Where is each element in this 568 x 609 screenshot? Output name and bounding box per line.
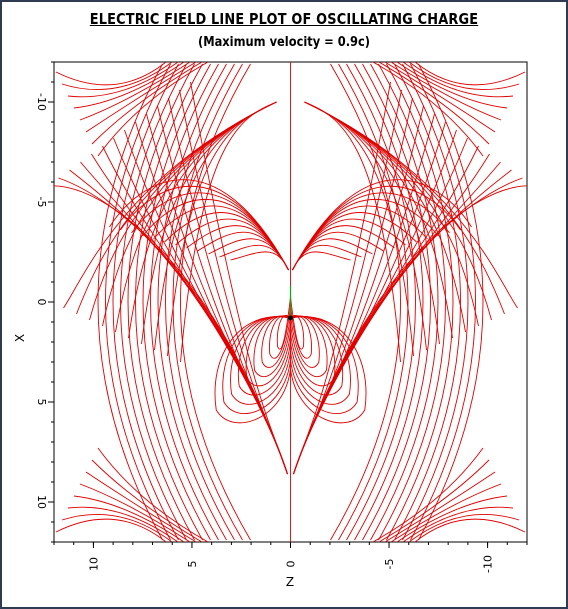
field-line-near	[290, 316, 367, 424]
field-line-outer	[180, 63, 251, 541]
field-line-corner	[85, 471, 197, 542]
x-tick-label: -10	[482, 555, 495, 573]
field-line-outer	[142, 63, 211, 541]
field-line-corner	[402, 506, 514, 542]
field-line-corner	[378, 459, 490, 542]
field-line-near	[222, 316, 291, 414]
field-line-near	[253, 315, 291, 378]
axes: 10 5 0 -5 -10 -10 -5 0 5 10	[35, 61, 528, 573]
field-line-near	[290, 315, 328, 378]
field-line-corner	[73, 495, 185, 542]
field-line-outer	[172, 63, 243, 541]
field-line-corner	[414, 518, 526, 542]
field-line-corner	[61, 513, 173, 542]
field-line-corner	[55, 62, 167, 86]
x-tick-label: 10	[87, 557, 100, 571]
field-line-corner	[390, 62, 502, 121]
field-line-near	[261, 314, 291, 368]
x-tick-label: 5	[186, 561, 199, 568]
x-tick-label: 0	[285, 561, 298, 568]
field-line-corner	[408, 62, 520, 91]
field-line-corner	[396, 62, 508, 109]
field-line-near	[290, 316, 351, 405]
field-line-corner	[390, 483, 502, 542]
field-line-corner	[85, 62, 197, 133]
y-tick-label: -5	[35, 197, 48, 208]
z-axis-label: Z	[286, 575, 294, 589]
field-line-outer	[410, 63, 476, 541]
field-line-outer	[150, 63, 219, 541]
field-line-corner	[408, 513, 520, 542]
field-line-outer	[386, 63, 454, 541]
field-line-corner	[372, 447, 484, 542]
field-line-corner	[402, 62, 514, 98]
field-line-near	[290, 305, 312, 359]
field-line-outer	[127, 63, 195, 541]
field-line-corner	[384, 471, 496, 542]
field-line-corner	[378, 62, 490, 145]
field-line-near	[214, 316, 291, 424]
charge-marker	[288, 315, 293, 321]
field-line-outer	[378, 63, 446, 541]
field-line-corner	[384, 62, 496, 133]
y-tick-label: -10	[35, 93, 48, 111]
field-line-corner	[97, 62, 209, 157]
field-line-outer	[362, 63, 431, 541]
field-line-corner	[396, 495, 508, 542]
field-line-corner	[73, 62, 185, 109]
field-line-corner	[414, 62, 526, 86]
field-line-outer	[418, 63, 484, 541]
figure-title: ELECTRIC FIELD LINE PLOT OF OSCILLATING …	[89, 10, 479, 28]
field-line-outer	[370, 63, 439, 541]
field-line-corner	[97, 447, 209, 542]
field-lines	[54, 62, 527, 542]
field-line-outer	[338, 63, 409, 541]
field-line-outer	[402, 63, 469, 541]
x-axis-label: X	[13, 334, 27, 342]
field-line-corner	[372, 62, 484, 157]
field-line-outer	[135, 63, 203, 541]
x-tick-label: -5	[383, 559, 396, 570]
field-line-near	[290, 315, 344, 396]
field-line-corner	[79, 62, 191, 121]
field-line-outer	[354, 63, 424, 541]
field-line-near	[230, 316, 291, 405]
figure-subtitle: (Maximum velocity = 0.9c)	[197, 35, 371, 50]
field-line-outer	[112, 63, 179, 541]
field-line-near	[269, 305, 291, 359]
field-line-near	[237, 315, 291, 396]
field-line-outer	[346, 63, 416, 541]
field-line-outer	[394, 63, 461, 541]
y-tick-label: 0	[35, 299, 48, 306]
field-line-corner	[67, 62, 179, 98]
field-line-near	[290, 314, 320, 368]
field-line-corner	[91, 459, 203, 542]
field-line-outer	[105, 63, 171, 541]
field-line-outer	[120, 63, 187, 541]
field-line-outer	[330, 63, 401, 541]
field-line-corner	[67, 506, 179, 542]
field-line-lower	[293, 185, 527, 475]
field-line-lower	[54, 185, 288, 475]
field-line-outer	[97, 63, 163, 541]
y-tick-label: 10	[35, 495, 48, 509]
field-line-corner	[55, 518, 167, 542]
field-line-corner	[91, 62, 203, 145]
field-line-outer	[157, 63, 227, 541]
field-line-near	[290, 316, 359, 414]
field-line-outer	[165, 63, 235, 541]
field-line-corner	[79, 483, 191, 542]
y-tick-label: 5	[35, 399, 48, 406]
field-line-corner	[61, 62, 173, 91]
